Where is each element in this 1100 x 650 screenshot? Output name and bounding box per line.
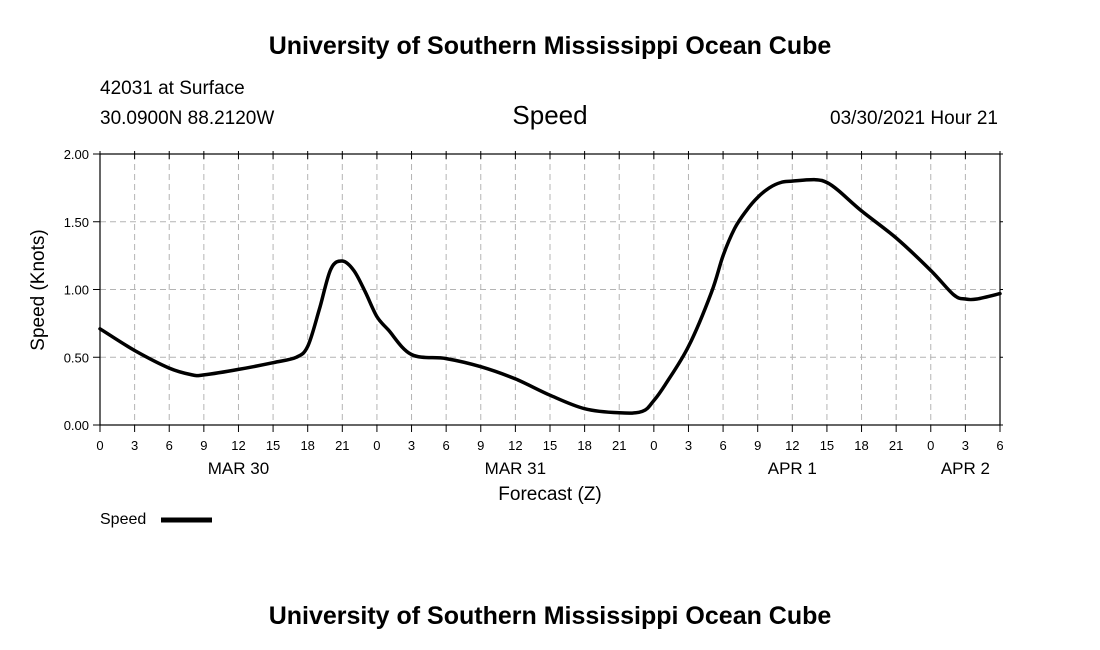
- x-tick-label: 15: [543, 438, 557, 453]
- y-axis-title: Speed (Knots): [28, 229, 49, 350]
- x-tick-label: 9: [200, 438, 207, 453]
- x-tick-label: 0: [96, 438, 103, 453]
- x-tick-label: 0: [650, 438, 657, 453]
- x-tick-label: 12: [231, 438, 245, 453]
- x-tick-label: 21: [889, 438, 903, 453]
- station-name: 42031 at Surface: [100, 78, 245, 99]
- x-tick-label: 6: [443, 438, 450, 453]
- x-tick-label: 18: [854, 438, 868, 453]
- y-tick-label: 2.00: [64, 147, 89, 162]
- x-tick-label: 0: [927, 438, 934, 453]
- speed-series-line: [98, 177, 1002, 415]
- x-tick-label: 6: [719, 438, 726, 453]
- grid-lines: [100, 154, 1000, 425]
- x-tick-label: 9: [754, 438, 761, 453]
- x-tick-label: 6: [166, 438, 173, 453]
- x-tick-label: 18: [577, 438, 591, 453]
- y-tick-label: 0.50: [64, 350, 89, 365]
- x-tick-label: 15: [820, 438, 834, 453]
- legend-label: Speed: [100, 511, 146, 528]
- date-label: APR 1: [768, 459, 817, 478]
- x-tick-label: 0: [373, 438, 380, 453]
- x-tick-label: 18: [300, 438, 314, 453]
- x-tick-label: 6: [996, 438, 1003, 453]
- header-title: University of Southern Mississippi Ocean…: [269, 32, 832, 60]
- x-tick-label: 3: [685, 438, 692, 453]
- x-axis-title: Forecast (Z): [498, 484, 601, 505]
- date-label: MAR 30: [208, 459, 269, 478]
- y-axis-tick-labels: 0.00 0.50 1.00 1.50 2.00: [64, 147, 89, 433]
- date-label: APR 2: [941, 459, 990, 478]
- run-time: 03/30/2021 Hour 21: [830, 108, 998, 129]
- y-tick-label: 0.00: [64, 418, 89, 433]
- footer-title: University of Southern Mississippi Ocean…: [269, 602, 832, 630]
- x-tick-label: 21: [335, 438, 349, 453]
- tick-marks: [93, 151, 1003, 432]
- x-tick-label: 12: [508, 438, 522, 453]
- date-labels: MAR 30 MAR 31 APR 1 APR 2: [208, 459, 990, 478]
- x-tick-label: 9: [477, 438, 484, 453]
- date-label: MAR 31: [485, 459, 546, 478]
- x-tick-label: 21: [612, 438, 626, 453]
- x-tick-label: 3: [962, 438, 969, 453]
- x-tick-label: 3: [408, 438, 415, 453]
- chart-title: Speed: [512, 100, 587, 130]
- x-tick-label: 3: [131, 438, 138, 453]
- x-axis-tick-labels: 0 3 6 9 12 15 18 21 0 3 6 9 12 15 18 21 0 3 6 9 12 15 18 21 0 3 6: [96, 438, 1003, 453]
- y-tick-label: 1.00: [64, 283, 89, 298]
- y-tick-label: 1.50: [64, 215, 89, 230]
- x-tick-label: 15: [266, 438, 280, 453]
- x-tick-label: 12: [785, 438, 799, 453]
- station-coords: 30.0900N 88.2120W: [100, 108, 274, 129]
